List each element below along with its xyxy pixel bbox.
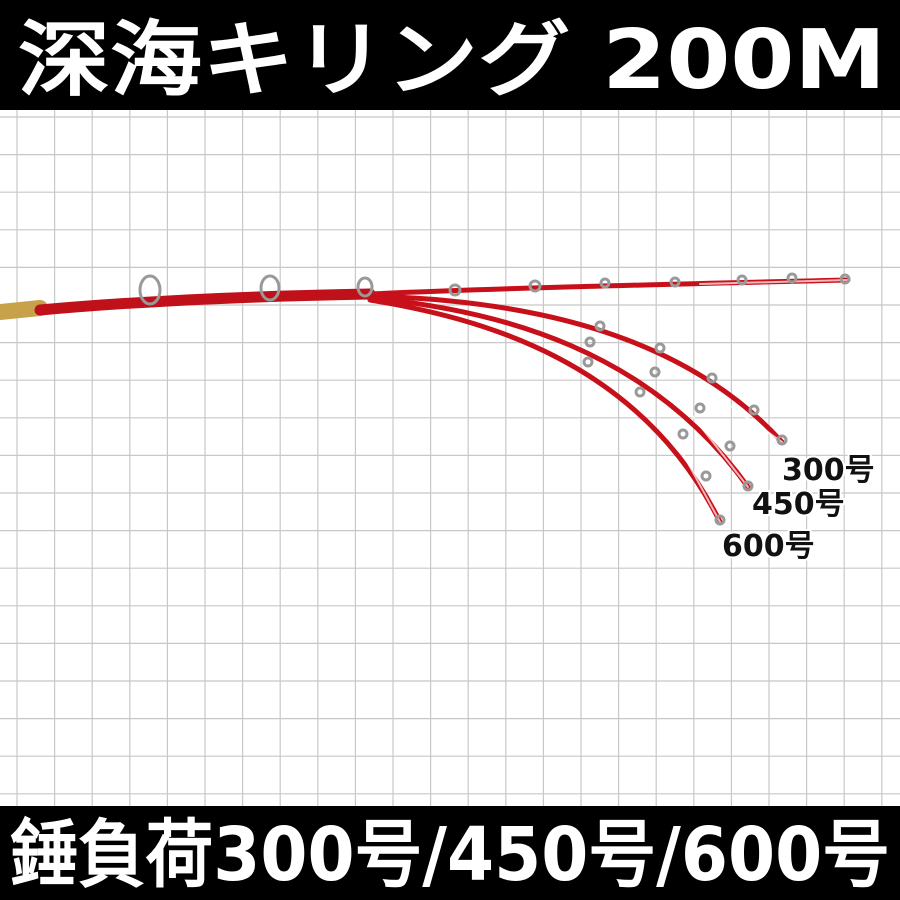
label-300: 300号: [782, 453, 875, 488]
footer-text: 錘負荷300号/450号/600号: [10, 812, 890, 898]
label-600: 600号: [722, 529, 815, 564]
guides: [138, 272, 851, 526]
title: 深海キリング 200M: [18, 13, 886, 108]
rod: [0, 272, 851, 526]
header-bar: [0, 0, 900, 110]
rod-tip-450: [367, 295, 751, 490]
rod-highlight: [669, 279, 849, 523]
footer-bar: [0, 806, 900, 900]
label-450: 450号: [752, 487, 845, 522]
rod-handle: [0, 300, 48, 320]
rod-tip-300: [367, 293, 785, 445]
rod-butt: [34, 288, 376, 316]
rod-tip-600: [367, 297, 723, 525]
grid: [0, 110, 900, 806]
